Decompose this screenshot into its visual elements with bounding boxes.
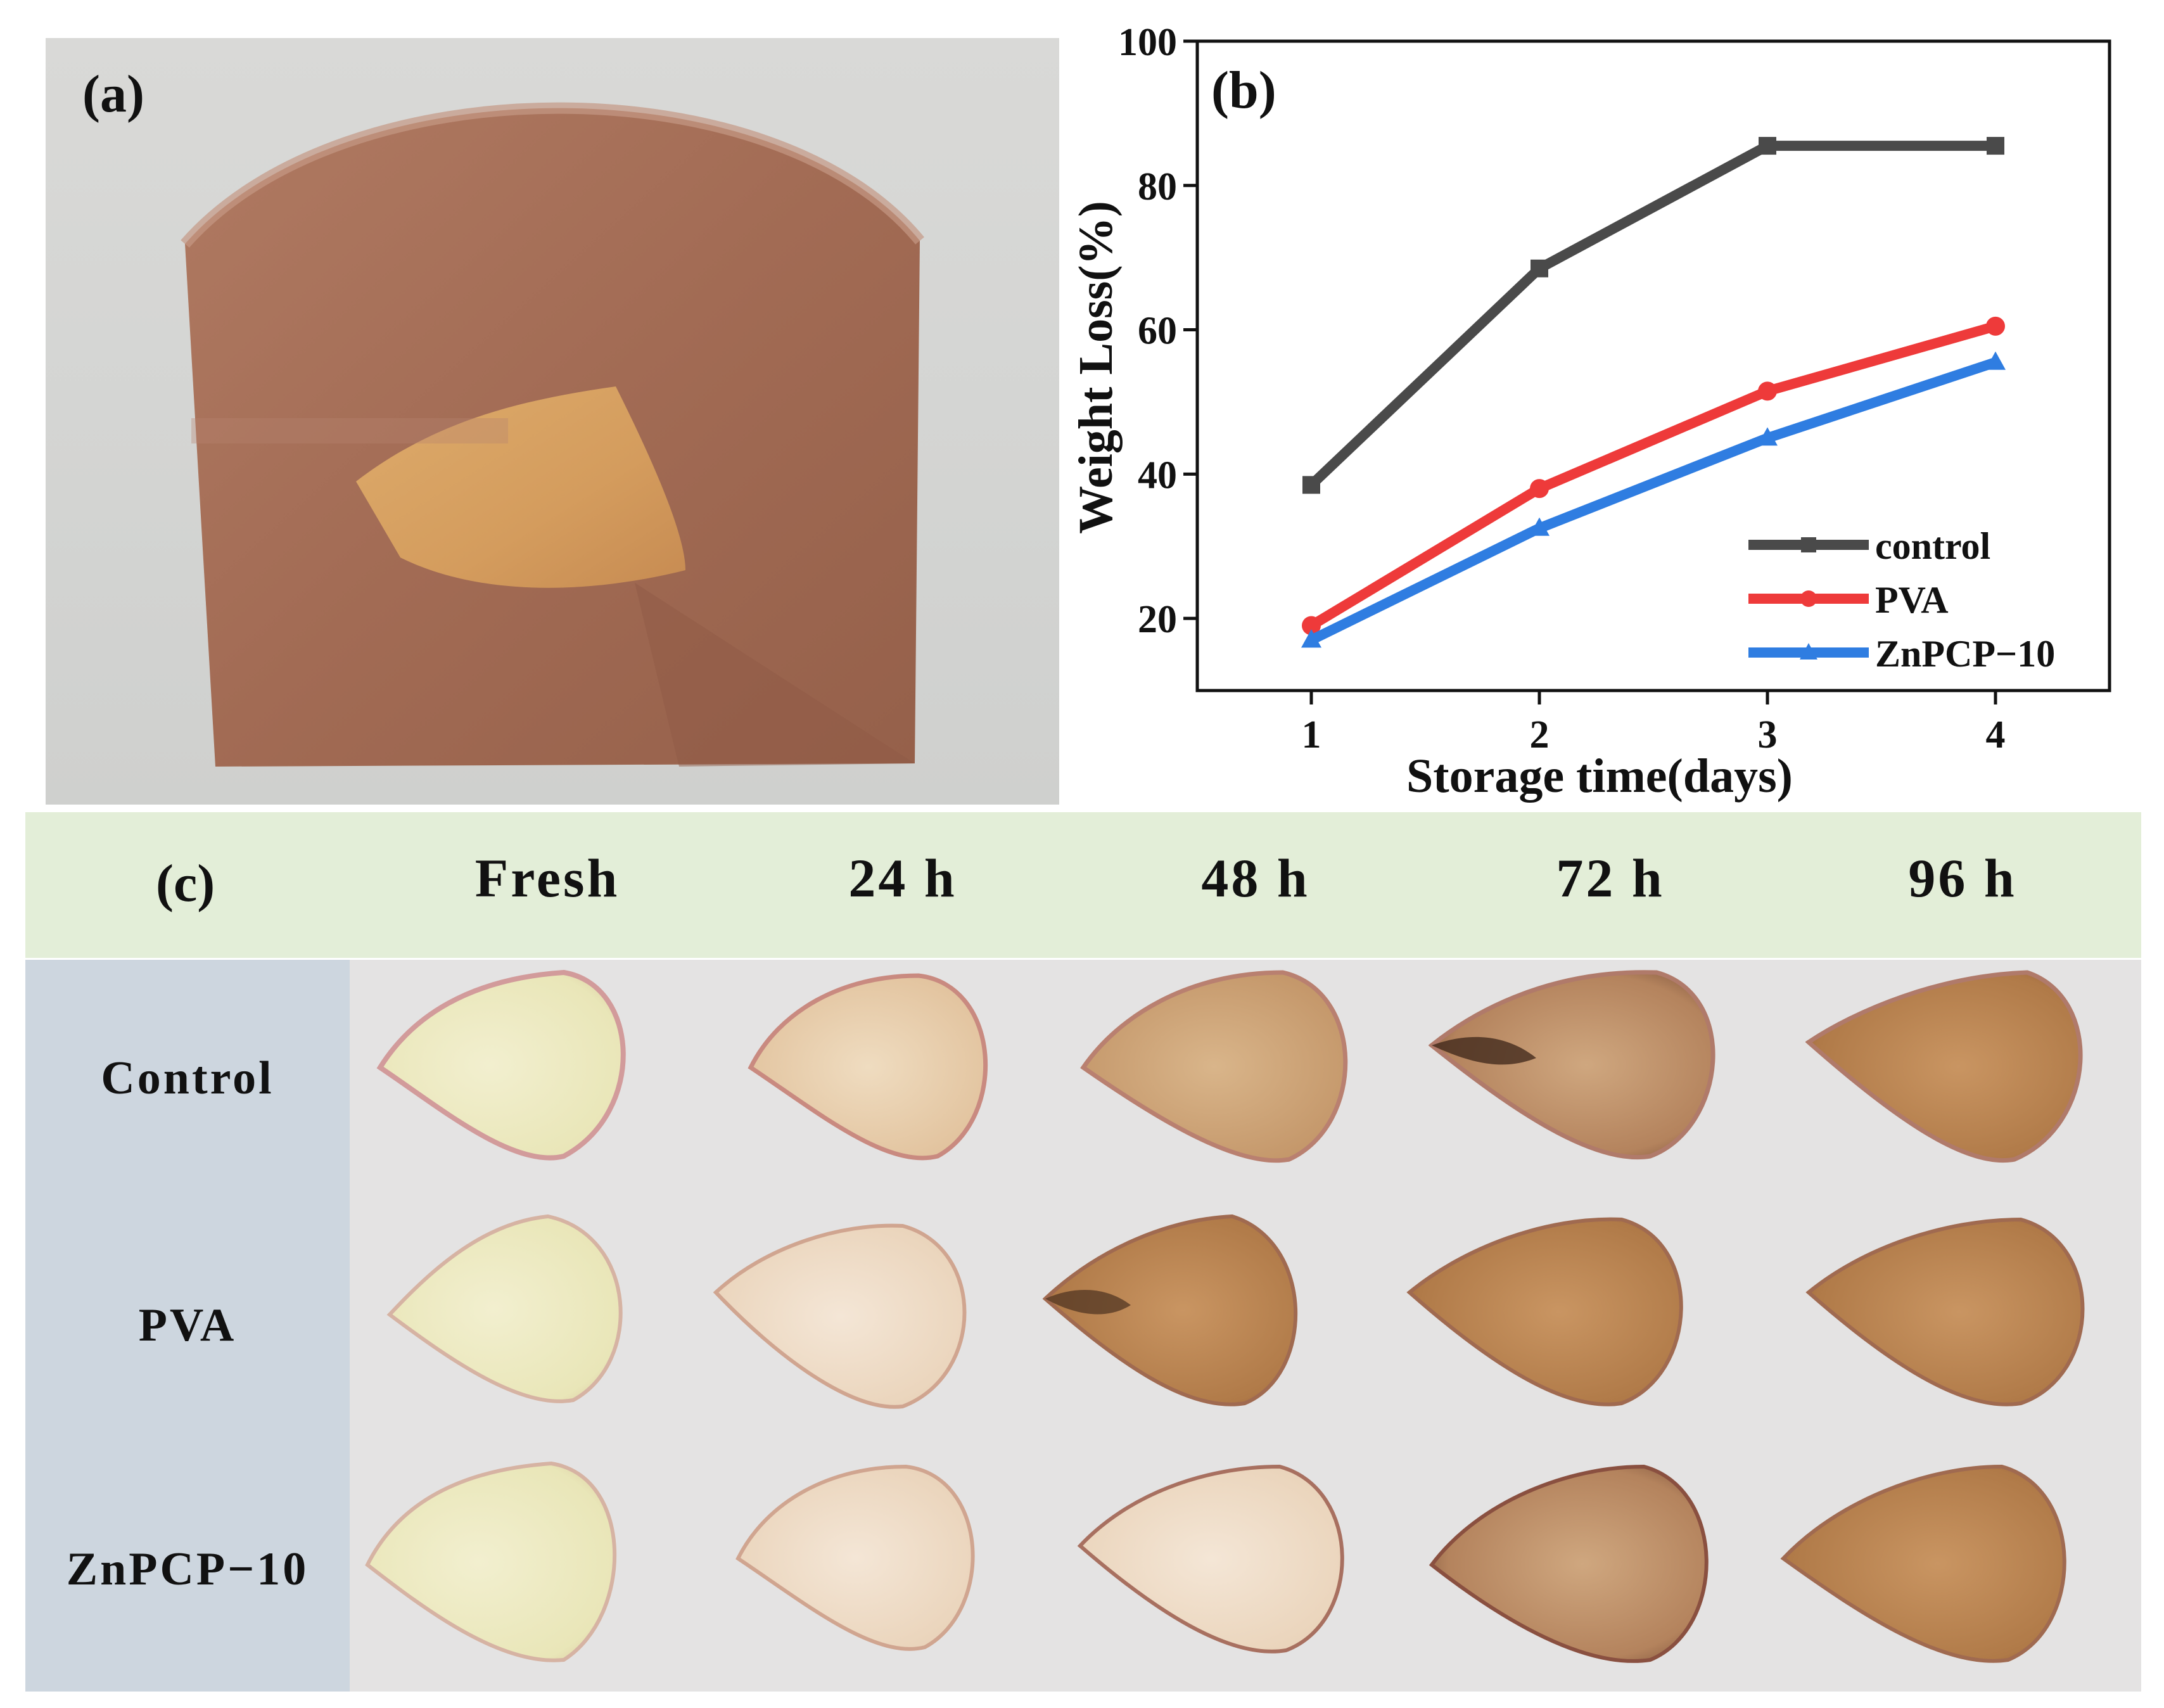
data-point bbox=[1987, 137, 2004, 155]
slice-pva-72h bbox=[1406, 1217, 1683, 1406]
data-point bbox=[1530, 479, 1549, 499]
data-point bbox=[1529, 517, 1550, 536]
legend-label: PVA bbox=[1875, 579, 1949, 621]
slice-pva-48h bbox=[1042, 1214, 1297, 1406]
plot-frame bbox=[1195, 39, 2111, 692]
y-axis-ticks: 20 40 60 80 100 bbox=[1118, 21, 1197, 641]
bag-illustration bbox=[181, 102, 924, 767]
chart-legend: control PVA ZnPCP−10 bbox=[1748, 525, 2055, 675]
series-line-pva bbox=[1308, 321, 1997, 630]
x-axis-ticks: 1 2 3 4 bbox=[1302, 691, 2006, 756]
panel-b-label: (b) bbox=[1211, 61, 1276, 120]
slice-znpcp10-72h bbox=[1429, 1464, 1709, 1663]
row-label-znpcp10: ZnPCP−10 bbox=[66, 1543, 309, 1595]
panel-a-label: (a) bbox=[82, 65, 144, 124]
y-tick-label: 60 bbox=[1138, 310, 1177, 353]
legend-marker bbox=[1801, 537, 1816, 552]
legend-marker bbox=[1800, 643, 1817, 660]
x-tick-label: 1 bbox=[1302, 713, 1321, 756]
data-point bbox=[1759, 137, 1776, 155]
slice-pva-24h bbox=[713, 1223, 967, 1409]
slice-control-fresh bbox=[376, 969, 626, 1161]
data-point bbox=[1758, 381, 1777, 401]
slice-znpcp10-fresh bbox=[365, 1461, 616, 1662]
data-point bbox=[1302, 476, 1320, 494]
y-axis-label: Weight Loss(%) bbox=[1071, 201, 1123, 534]
row-label-control: Control bbox=[101, 1052, 274, 1104]
slice-pva-fresh bbox=[386, 1214, 623, 1403]
slice-pva-96h bbox=[1805, 1217, 2085, 1406]
data-point bbox=[1302, 616, 1321, 635]
data-point bbox=[1985, 351, 2006, 370]
column-label-24h: 24 h bbox=[848, 848, 957, 908]
panel-c-row-header bbox=[25, 960, 350, 1692]
row-label-pva: PVA bbox=[138, 1299, 237, 1351]
slice-znpcp10-24h bbox=[735, 1464, 975, 1651]
panel-c-label: (c) bbox=[156, 854, 215, 913]
slice-znpcp10-96h bbox=[1780, 1464, 2066, 1663]
panel-c-header: (c) bbox=[25, 812, 2141, 958]
series-line-control bbox=[1308, 141, 1995, 489]
column-label-48h: 48 h bbox=[1201, 848, 1310, 908]
slice-control-96h bbox=[1805, 970, 2083, 1163]
slice-control-24h bbox=[748, 973, 988, 1161]
x-tick-label: 2 bbox=[1530, 713, 1550, 756]
legend-label: ZnPCP−10 bbox=[1875, 633, 2055, 675]
column-label-72h: 72 h bbox=[1556, 848, 1665, 908]
y-tick-label: 80 bbox=[1138, 165, 1177, 208]
y-tick-label: 40 bbox=[1138, 454, 1177, 497]
data-point bbox=[1301, 629, 1321, 648]
y-tick-label: 20 bbox=[1138, 598, 1177, 641]
apple-slice bbox=[356, 386, 685, 588]
x-tick-label: 4 bbox=[1986, 713, 2006, 756]
column-label-96h: 96 h bbox=[1908, 848, 2017, 908]
data-point bbox=[1986, 316, 2005, 336]
series-lines bbox=[1301, 137, 2006, 648]
slice-control-72h bbox=[1429, 970, 1715, 1160]
slice-control-48h bbox=[1080, 970, 1348, 1163]
legend-marker bbox=[1800, 590, 1817, 607]
y-tick-label: 100 bbox=[1118, 21, 1177, 64]
x-axis-label: Storage time(days) bbox=[1406, 749, 1793, 803]
slice-znpcp10-48h bbox=[1077, 1464, 1344, 1654]
legend-label: control bbox=[1875, 525, 1990, 567]
data-point bbox=[1757, 427, 1778, 446]
column-label-fresh: Fresh bbox=[474, 848, 620, 908]
x-tick-label: 3 bbox=[1758, 713, 1778, 756]
data-point bbox=[1531, 259, 1548, 277]
panel-a-photo: (a) bbox=[46, 38, 1059, 805]
series-line-znpcp-10 bbox=[1309, 357, 1997, 645]
